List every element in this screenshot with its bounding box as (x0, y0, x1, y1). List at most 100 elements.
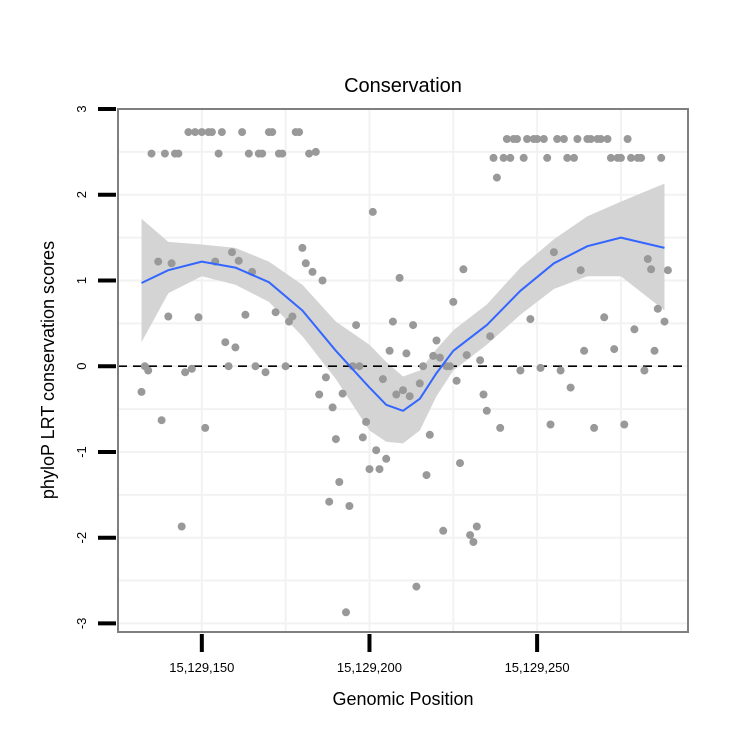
data-point (630, 325, 639, 334)
loess-smooth-line (141, 236, 665, 412)
data-point (231, 343, 240, 352)
data-point (342, 608, 350, 617)
data-point (217, 128, 226, 137)
data-point (271, 308, 280, 317)
y-tick-label: -3 (74, 618, 89, 630)
data-point (429, 351, 438, 360)
data-point (640, 366, 649, 375)
data-point (596, 135, 605, 143)
data-point (546, 420, 555, 429)
data-point (526, 315, 535, 324)
smooth-line (141, 236, 665, 412)
data-point (606, 153, 615, 162)
data-point (238, 128, 247, 137)
y-axis: -3 -2 -1 0 1 2 3 (74, 105, 116, 629)
data-point (362, 417, 371, 426)
data-point (600, 313, 609, 322)
data-point (365, 465, 374, 474)
data-point (368, 207, 377, 216)
data-point (499, 153, 508, 162)
y-tick-label: 3 (74, 105, 89, 112)
data-point (184, 128, 193, 137)
data-point (657, 153, 666, 162)
data-point (647, 265, 656, 274)
data-point (462, 351, 471, 360)
y-tick-label: -1 (74, 446, 89, 458)
data-point (181, 368, 190, 377)
data-point (479, 390, 488, 399)
data-point (358, 433, 367, 442)
data-point (660, 317, 669, 326)
data-point (445, 362, 454, 371)
data-point (372, 446, 381, 455)
data-point (519, 153, 528, 162)
data-point (221, 338, 230, 347)
data-point (472, 522, 481, 531)
data-point (516, 366, 525, 375)
data-point (543, 153, 552, 162)
data-point (385, 346, 394, 355)
data-point (328, 403, 337, 412)
data-point (251, 362, 260, 371)
data-point (603, 135, 612, 143)
data-point (160, 149, 169, 158)
data-point (298, 243, 307, 252)
data-point (378, 375, 387, 384)
data-point (375, 465, 384, 474)
data-point (439, 526, 448, 535)
data-point (533, 135, 542, 143)
data-point (502, 135, 511, 143)
data-point (177, 522, 186, 531)
data-point (637, 153, 646, 162)
data-point (137, 387, 146, 396)
data-point (573, 135, 582, 143)
data-point (157, 416, 166, 425)
data-point (295, 128, 304, 137)
data-point (214, 149, 223, 158)
y-tick-label: 0 (74, 363, 89, 370)
data-point (536, 363, 545, 372)
data-point (244, 149, 253, 158)
data-point (492, 173, 501, 182)
data-point (395, 273, 404, 282)
data-point (315, 390, 324, 399)
data-point (435, 353, 444, 362)
data-point (566, 383, 575, 392)
data-point (345, 502, 354, 510)
data-point (278, 149, 287, 158)
y-axis-title: phyloP LRT conservation scores (38, 241, 58, 499)
data-point (191, 128, 200, 137)
data-point (650, 346, 659, 355)
data-point (459, 265, 468, 274)
data-point (197, 128, 206, 137)
data-point (663, 266, 672, 275)
data-point (352, 321, 361, 330)
data-point (452, 376, 461, 385)
data-point (187, 364, 196, 373)
data-point (405, 392, 414, 401)
confidence-band (141, 183, 665, 444)
data-point (653, 304, 662, 313)
data-point (432, 336, 441, 345)
data-point (449, 297, 458, 306)
data-point (616, 153, 625, 162)
x-axis-title: Genomic Position (332, 689, 473, 709)
data-point (425, 430, 434, 439)
x-axis: 15,129,150 15,129,200 15,129,250 (169, 634, 570, 675)
data-point (415, 379, 424, 388)
data-point (643, 255, 652, 263)
x-tick-label: 15,129,150 (169, 660, 234, 675)
data-point (409, 321, 418, 330)
data-point (234, 256, 243, 265)
data-point (399, 386, 407, 395)
data-point (623, 135, 632, 143)
data-point (241, 310, 250, 319)
data-point (301, 259, 310, 268)
data-point (392, 390, 401, 399)
data-point (154, 257, 163, 266)
data-point (388, 317, 397, 326)
data-point (311, 147, 320, 156)
y-tick-label: 2 (74, 191, 89, 198)
data-point (476, 356, 485, 365)
data-point (412, 582, 421, 591)
